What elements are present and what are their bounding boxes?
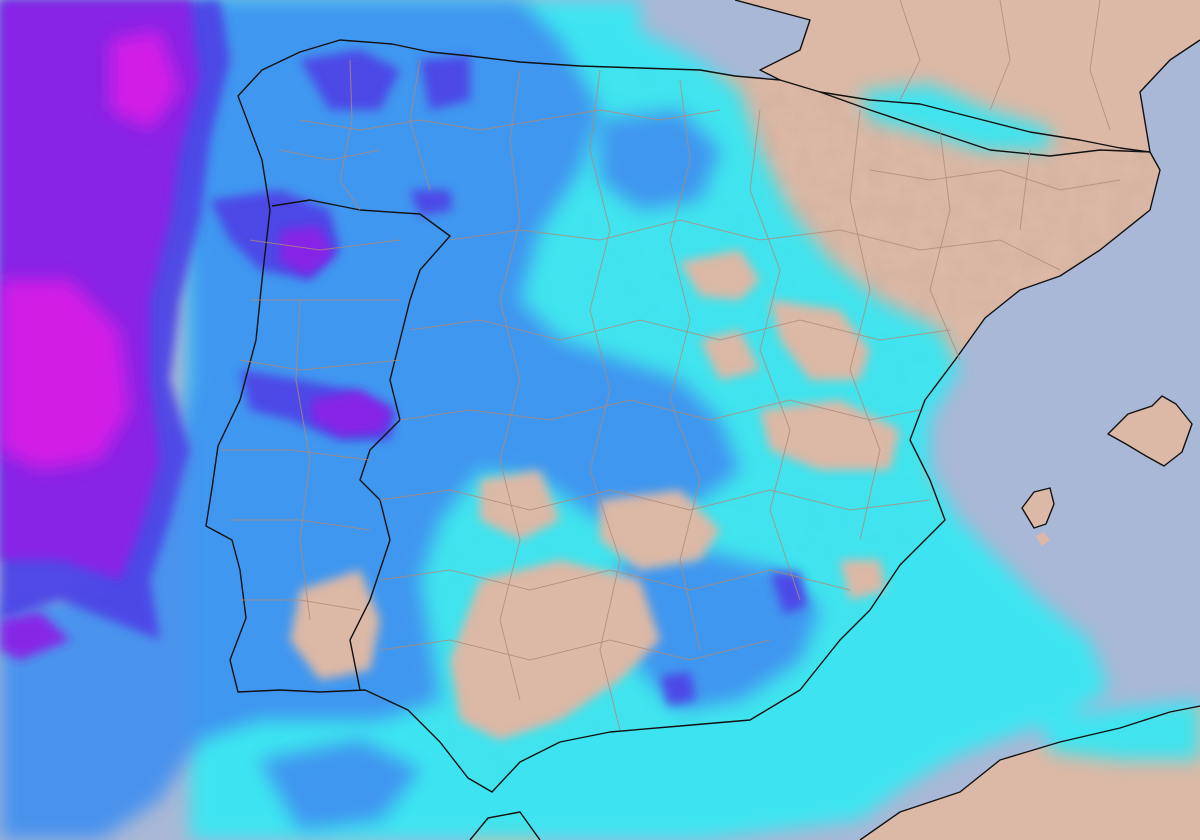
france-landmass [735, 0, 1200, 152]
coastline-layer [205, 0, 1200, 840]
admin-borders-layer [220, 0, 1121, 731]
north-africa-landmass [470, 706, 1200, 840]
mallorca-island [1108, 396, 1192, 466]
dry-areas [290, 250, 900, 740]
formentera-island [1036, 532, 1050, 546]
